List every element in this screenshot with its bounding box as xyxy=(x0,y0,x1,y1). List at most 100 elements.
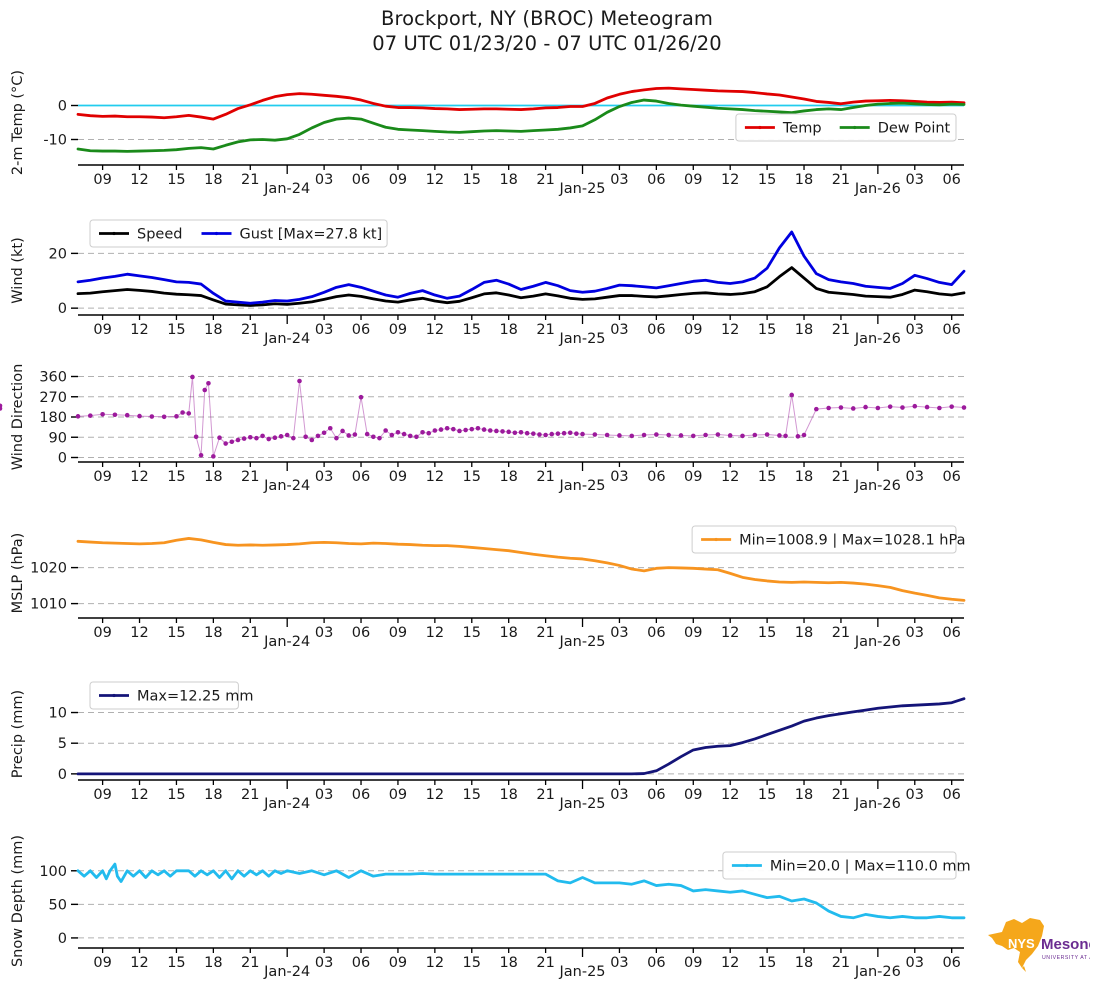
x-tick-hour-label: 09 xyxy=(684,322,702,338)
panel-wind: 0 20 Wind (kt) 09 12 15 18 21 Jan-24 03 06 09 12 15 18… xyxy=(0,208,1094,358)
data-point xyxy=(678,433,684,438)
data-point xyxy=(752,432,758,438)
x-tick-hour-label: 21 xyxy=(241,955,259,971)
data-point xyxy=(198,452,204,458)
x-tick-hour-label: 12 xyxy=(426,469,444,485)
legend-marker xyxy=(758,125,762,130)
x-tick-day-label: Jan-24 xyxy=(263,478,310,494)
x-tick-hour-label: 12 xyxy=(426,787,444,803)
logo-tagline-text: UNIVERSITY AT ALBANY xyxy=(1042,955,1090,961)
x-tick-hour-label: 03 xyxy=(315,625,333,641)
legend-label: Min=20.0 | Max=110.0 mm xyxy=(770,859,971,875)
data-point xyxy=(371,434,376,440)
x-tick-hour-label: 21 xyxy=(832,787,850,803)
data-point xyxy=(278,434,284,439)
data-point xyxy=(88,413,93,418)
x-tick-hour-label: 09 xyxy=(389,625,407,641)
nys-mesonet-logo: NYS Mesonet UNIVERSITY AT ALBANY xyxy=(978,908,1094,974)
data-point xyxy=(666,432,671,438)
y-tick-label: 1020 xyxy=(30,561,67,577)
data-line xyxy=(76,266,966,307)
x-tick-hour-label: 09 xyxy=(684,469,702,485)
x-tick-hour-label: 09 xyxy=(389,955,407,971)
data-point xyxy=(703,432,708,438)
x-tick-hour-label: 18 xyxy=(499,787,517,803)
x-tick-hour-label: 21 xyxy=(832,322,850,338)
data-point xyxy=(352,432,358,437)
x-tick-hour-label: 15 xyxy=(758,172,776,188)
x-tick-hour-label: 15 xyxy=(167,322,185,338)
x-tick-hour-label: 09 xyxy=(389,469,407,485)
data-point xyxy=(0,403,3,409)
x-tick-day-label: Jan-25 xyxy=(559,478,606,494)
data-point xyxy=(340,428,345,434)
data-point xyxy=(795,434,801,439)
x-tick-hour-label: 03 xyxy=(906,322,924,338)
data-point xyxy=(432,428,438,433)
x-tick-hour-label: 06 xyxy=(647,787,665,803)
data-point xyxy=(451,426,456,432)
x-tick-hour-label: 21 xyxy=(536,469,554,485)
data-point xyxy=(690,433,696,439)
data-point xyxy=(327,425,333,431)
x-tick-hour-label: 06 xyxy=(942,469,960,485)
x-tick-hour-label: 21 xyxy=(241,322,259,338)
x-tick-hour-label: 12 xyxy=(426,322,444,338)
data-point xyxy=(284,432,290,438)
x-tick-hour-label: 12 xyxy=(721,955,739,971)
data-point xyxy=(764,432,770,437)
x-tick-hour-label: 06 xyxy=(942,625,960,641)
panel-mslp: 1010 1020 MSLP (hPa) 09 12 15 18 21 Jan-24 03 06 09… xyxy=(0,508,1094,658)
x-tick-hour-label: 12 xyxy=(426,625,444,641)
x-tick-day-label: Jan-24 xyxy=(263,181,310,197)
x-tick-hour-label: 03 xyxy=(906,787,924,803)
x-tick-hour-label: 12 xyxy=(721,322,739,338)
data-point xyxy=(206,380,211,386)
x-tick-hour-label: 06 xyxy=(352,172,370,188)
legend-marker xyxy=(112,231,116,236)
data-point xyxy=(814,406,819,412)
data-point xyxy=(346,433,352,438)
data-line xyxy=(76,537,966,602)
y-tick-label: 0 xyxy=(58,99,67,115)
panel-precip: 0 5 10 Precip (mm) 09 12 15 18 21 Jan-24 03 06 09 12 1… xyxy=(0,658,1094,818)
data-point xyxy=(444,425,450,431)
data-point xyxy=(321,430,327,436)
data-point xyxy=(555,431,561,436)
data-line xyxy=(76,230,966,305)
data-point xyxy=(850,406,856,411)
x-tick-day-label: Jan-25 xyxy=(559,181,606,197)
x-tick-hour-label: 12 xyxy=(130,172,148,188)
x-tick-day-label: Jan-26 xyxy=(854,478,901,494)
data-point xyxy=(383,428,388,433)
y-tick-label: 20 xyxy=(49,246,67,262)
x-tick-hour-label: 18 xyxy=(795,322,813,338)
x-tick-hour-label: 15 xyxy=(167,172,185,188)
data-point xyxy=(389,432,395,438)
x-tick-hour-label: 09 xyxy=(93,787,111,803)
x-tick-hour-label: 12 xyxy=(721,469,739,485)
data-point xyxy=(364,431,370,437)
x-tick-hour-label: 03 xyxy=(315,787,333,803)
data-point xyxy=(531,431,536,436)
legend-marker xyxy=(714,537,718,542)
data-point xyxy=(801,432,807,438)
x-tick-hour-label: 06 xyxy=(352,322,370,338)
x-tick-hour-label: 21 xyxy=(832,172,850,188)
data-point xyxy=(629,433,635,439)
y-tick-label: 180 xyxy=(39,410,67,426)
data-point xyxy=(420,430,425,435)
legend-marker xyxy=(853,125,857,130)
title-line-1: Brockport, NY (BROC) Meteogram xyxy=(380,7,713,30)
x-tick-hour-label: 18 xyxy=(204,787,222,803)
data-point xyxy=(291,435,296,441)
data-point xyxy=(518,430,524,435)
legend-label: Speed xyxy=(137,227,182,243)
x-tick-hour-label: 15 xyxy=(463,172,481,188)
x-tick-hour-label: 06 xyxy=(352,955,370,971)
legend: Temp Dew Point xyxy=(735,113,957,142)
x-tick-hour-label: 03 xyxy=(315,469,333,485)
data-point xyxy=(211,454,216,459)
